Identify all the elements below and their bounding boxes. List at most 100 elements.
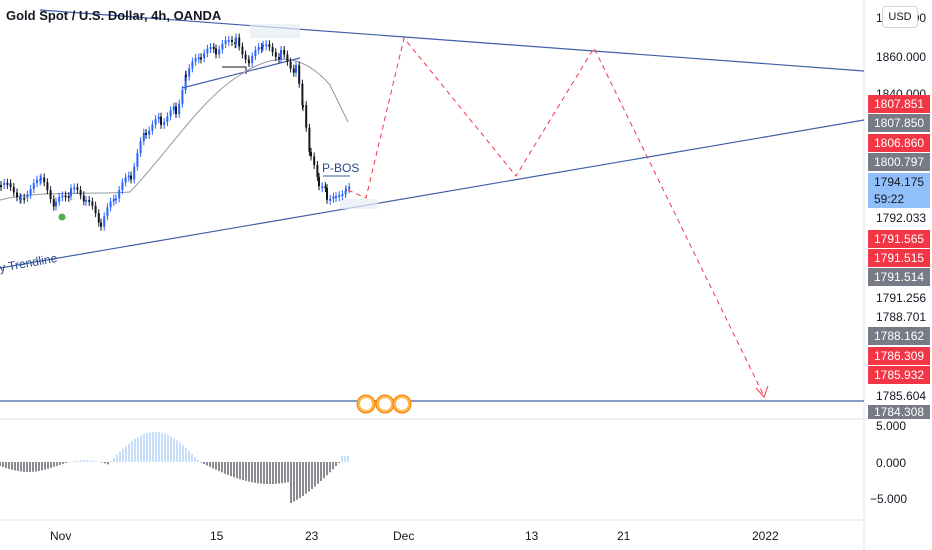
- candle: [151, 124, 154, 131]
- candle: [271, 47, 274, 53]
- candle: [40, 177, 42, 180]
- candle: [326, 188, 328, 200]
- candle: [313, 156, 316, 166]
- candle: [118, 190, 121, 199]
- candle: [36, 179, 38, 184]
- currency-button[interactable]: USD: [882, 6, 918, 28]
- candle: [283, 50, 286, 55]
- candle: [133, 166, 136, 180]
- candle: [316, 165, 319, 177]
- candle: [148, 130, 151, 135]
- candle: [46, 182, 49, 191]
- candle: [139, 141, 142, 153]
- price-label: 1791.515: [868, 249, 930, 267]
- candle: [292, 68, 295, 73]
- symbol-title[interactable]: Gold Spot / U.S. Dollar, 4h, OANDA: [6, 8, 222, 23]
- lower-trendline[interactable]: [0, 119, 865, 269]
- time-tick: 23: [305, 529, 319, 543]
- candle: [94, 205, 97, 214]
- projection-path: [347, 36, 765, 397]
- candle: [169, 110, 172, 117]
- price-label: 1785.932: [868, 366, 930, 384]
- price-tick: 1788.701: [876, 310, 926, 324]
- candle: [289, 61, 292, 69]
- candle: [209, 46, 212, 49]
- upper-trendline[interactable]: [39, 9, 865, 72]
- candle: [329, 198, 332, 201]
- candle: [345, 189, 347, 192]
- candle: [100, 222, 102, 227]
- candle: [136, 152, 139, 167]
- candle: [26, 194, 29, 198]
- candle: [23, 197, 26, 200]
- candle: [206, 48, 209, 54]
- economic-events[interactable]: [356, 394, 412, 414]
- time-tick: 2022: [752, 529, 779, 543]
- candle: [58, 196, 61, 202]
- price-tick: 1791.256: [876, 291, 926, 305]
- resistance-zone: [250, 24, 300, 38]
- candle: [348, 186, 351, 190]
- candle: [338, 195, 341, 198]
- candle: [302, 105, 304, 108]
- price-label: 1806.860: [868, 134, 930, 152]
- candle: [67, 196, 70, 199]
- candle: [172, 106, 175, 111]
- price-tick: 1860.000: [876, 50, 926, 64]
- price-label: 1791.565: [868, 230, 930, 248]
- candle: [221, 43, 224, 50]
- candle: [286, 54, 289, 62]
- moving-average: [0, 58, 349, 201]
- signal-dot: [58, 213, 66, 221]
- price-tick: 1792.033: [876, 211, 926, 225]
- price-axis[interactable]: 1880.000 1860.000 1840.000 1792.033 1791…: [876, 11, 926, 403]
- candle: [178, 103, 181, 115]
- candle: [154, 119, 157, 125]
- price-label: 1807.850: [868, 114, 930, 132]
- candle: [257, 47, 260, 51]
- candle: [308, 127, 311, 152]
- candle: [73, 187, 76, 190]
- candle: [305, 105, 308, 128]
- candle: [112, 198, 115, 202]
- candle: [238, 37, 241, 47]
- candle: [335, 196, 337, 199]
- candles: [0, 33, 351, 231]
- oscillator-histogram: [0, 432, 349, 503]
- candle: [227, 39, 230, 42]
- candle: [184, 74, 187, 91]
- candle: [188, 68, 191, 77]
- candle: [203, 53, 206, 59]
- candle: [3, 182, 6, 185]
- candle: [295, 65, 297, 73]
- candle: [175, 106, 177, 115]
- candle: [6, 182, 9, 185]
- candle: [0, 185, 2, 187]
- osc-tick: 0.000: [876, 456, 906, 470]
- candle: [251, 56, 254, 63]
- candle: [109, 201, 112, 208]
- candle: [200, 57, 202, 60]
- time-axis[interactable]: Nov 15 23 Dec 13 21 2022: [50, 529, 779, 543]
- candle: [274, 52, 277, 58]
- candle: [248, 61, 250, 64]
- neckline[interactable]: [181, 57, 301, 89]
- candle: [318, 176, 320, 187]
- candle: [88, 199, 91, 202]
- candle: [181, 90, 184, 104]
- time-tick: 15: [210, 529, 224, 543]
- candle: [91, 201, 94, 206]
- price-label: 1807.851: [868, 95, 930, 113]
- candle: [262, 44, 264, 48]
- oscillator-axis[interactable]: 5.000 0.000 −5.000: [870, 419, 907, 506]
- candle: [235, 37, 237, 45]
- candle: [298, 65, 301, 84]
- candle: [20, 197, 22, 200]
- flag-inner: [360, 398, 372, 410]
- candle: [332, 196, 335, 199]
- price-label: 1784.308: [868, 405, 930, 419]
- price-tick: 1785.604: [876, 389, 926, 403]
- time-tick: Nov: [50, 529, 71, 543]
- pbos-label: P-BOS: [322, 161, 359, 175]
